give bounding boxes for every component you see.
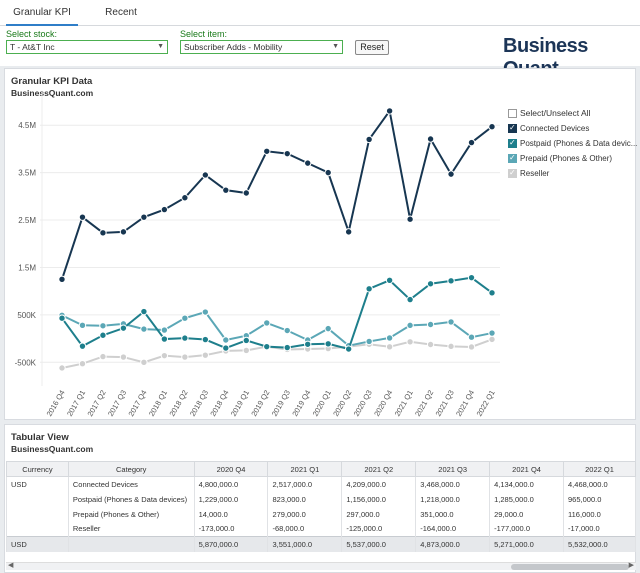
table-cell [6,521,69,537]
checkbox-icon: ✓ [508,138,517,149]
table-cell: 3,551,000.0 [267,536,343,552]
stock-label: Select stock: [6,29,58,39]
stock-select-value: T - At&T Inc [10,42,55,52]
table-panel-title: Tabular View [11,432,69,443]
stock-select[interactable]: T - At&T Inc ▼ [6,40,168,54]
table-cell [6,491,69,507]
table-cell: 3,468,000.0 [415,476,491,492]
table-cell: 297,000.0 [341,506,417,522]
tab-granular-kpi-data[interactable]: Granular KPI data [6,0,78,43]
scroll-left-icon[interactable]: ◀ [8,562,14,569]
column-header[interactable]: 2022 Q1 [563,461,636,477]
checkbox-icon: ✓ [508,123,517,134]
legend-select-all-label: Select/Unselect All [520,108,591,118]
column-header[interactable]: 2021 Q3 [415,461,491,477]
legend-label: Reseller [520,169,550,178]
table-cell: 4,209,000.0 [341,476,417,492]
legend-select-all[interactable]: Select/Unselect All [508,108,590,120]
table-cell: -17,000.0 [563,521,636,537]
item-select[interactable]: Subscriber Adds - Mobility ▼ [180,40,343,54]
table-cell: 5,537,000.0 [341,536,417,552]
table-cell: 4,134,000.0 [489,476,565,492]
column-header[interactable]: 2021 Q4 [489,461,565,477]
horizontal-scrollbar[interactable]: ◀ ▶ [6,562,636,570]
table-cell: Prepaid (Phones & Other) [67,506,195,522]
table-total-row: USD 5,870,000.0 3,551,000.0 5,537,000.0 … [6,536,636,552]
table-header-row: Currency Category 2020 Q4 2021 Q1 2021 Q… [6,461,636,477]
table-cell: -125,000.0 [341,521,417,537]
table-cell: 1,218,000.0 [415,491,491,507]
column-header[interactable]: Currency [6,461,69,477]
table-cell: 2,517,000.0 [267,476,343,492]
legend-item-prepaid[interactable]: ✓ Prepaid (Phones & Other) [508,153,612,165]
table-cell: 5,870,000.0 [193,536,269,552]
column-header[interactable]: 2021 Q1 [267,461,343,477]
column-header[interactable]: 2021 Q2 [341,461,417,477]
legend-item-postpaid[interactable]: ✓ Postpaid (Phones & Data devic... [508,138,637,150]
table-cell: -173,000.0 [193,521,269,537]
table-row: Prepaid (Phones & Other) 14,000.0 279,00… [6,506,636,522]
table-cell: -68,000.0 [267,521,343,537]
table-cell: 5,271,000.0 [489,536,565,552]
scrollbar-thumb[interactable] [511,564,629,570]
legend-label: Prepaid (Phones & Other) [520,154,613,163]
item-label: Select item: [180,29,228,39]
chart-panel-title: Granular KPI Data [11,76,93,87]
table-row: Postpaid (Phones & Data devices) 1,229,0… [6,491,636,507]
table-cell: USD [6,476,69,492]
table-cell: 116,000.0 [563,506,636,522]
filter-controls: Select stock: T - At&T Inc ▼ Select item… [0,26,640,80]
legend-label: Postpaid (Phones & Data devic... [520,139,638,148]
table-cell: 4,800,000.0 [193,476,269,492]
scroll-right-icon[interactable]: ▶ [628,562,634,569]
table-cell: 823,000.0 [267,491,343,507]
table-cell: 29,000.0 [489,506,565,522]
table-row: Reseller -173,000.0 -68,000.0 -125,000.0… [6,521,636,537]
table-panel-subtitle: BusinessQuant.com [11,444,94,454]
table-cell: Reseller [67,521,195,537]
table-cell: 965,000.0 [563,491,636,507]
table-cell: 1,229,000.0 [193,491,269,507]
table-cell: 1,285,000.0 [489,491,565,507]
legend-label: Connected Devices [520,124,590,133]
table-cell: 351,000.0 [415,506,491,522]
legend-item-reseller[interactable]: ✓ Reseller [508,168,549,180]
chevron-down-icon: ▼ [332,43,339,50]
table-cell: 4,468,000.0 [563,476,636,492]
table-cell [67,536,195,552]
table-cell: Connected Devices [67,476,195,492]
table-cell: 5,532,000.0 [563,536,636,552]
table-cell: 4,873,000.0 [415,536,491,552]
reset-button[interactable]: Reset [355,40,389,55]
chart-panel: Granular KPI Data BusinessQuant.com [4,68,636,420]
checkbox-icon: ✓ [508,153,517,164]
table-row: USD Connected Devices 4,800,000.0 2,517,… [6,476,636,492]
column-header[interactable]: 2020 Q4 [193,461,269,477]
table-cell: 279,000.0 [267,506,343,522]
chart-panel-subtitle: BusinessQuant.com [11,88,94,98]
checkbox-icon: ✓ [508,168,517,179]
legend-item-connected-devices[interactable]: ✓ Connected Devices [508,123,589,135]
checkbox-icon [508,109,517,119]
table-cell [6,506,69,522]
table-cell: Postpaid (Phones & Data devices) [67,491,195,507]
chevron-down-icon: ▼ [157,43,164,50]
top-tab-bar: Granular KPI data Recent Changes [0,0,640,43]
item-select-value: Subscriber Adds - Mobility [184,42,283,52]
table-cell: -177,000.0 [489,521,565,537]
tab-recent-changes[interactable]: Recent Changes [101,7,141,43]
table-cell: 14,000.0 [193,506,269,522]
column-header[interactable]: Category [67,461,195,477]
table-cell: -164,000.0 [415,521,491,537]
kpi-table: Currency Category 2020 Q4 2021 Q1 2021 Q… [6,461,636,552]
table-cell: USD [6,536,69,552]
table-cell: 1,156,000.0 [341,491,417,507]
